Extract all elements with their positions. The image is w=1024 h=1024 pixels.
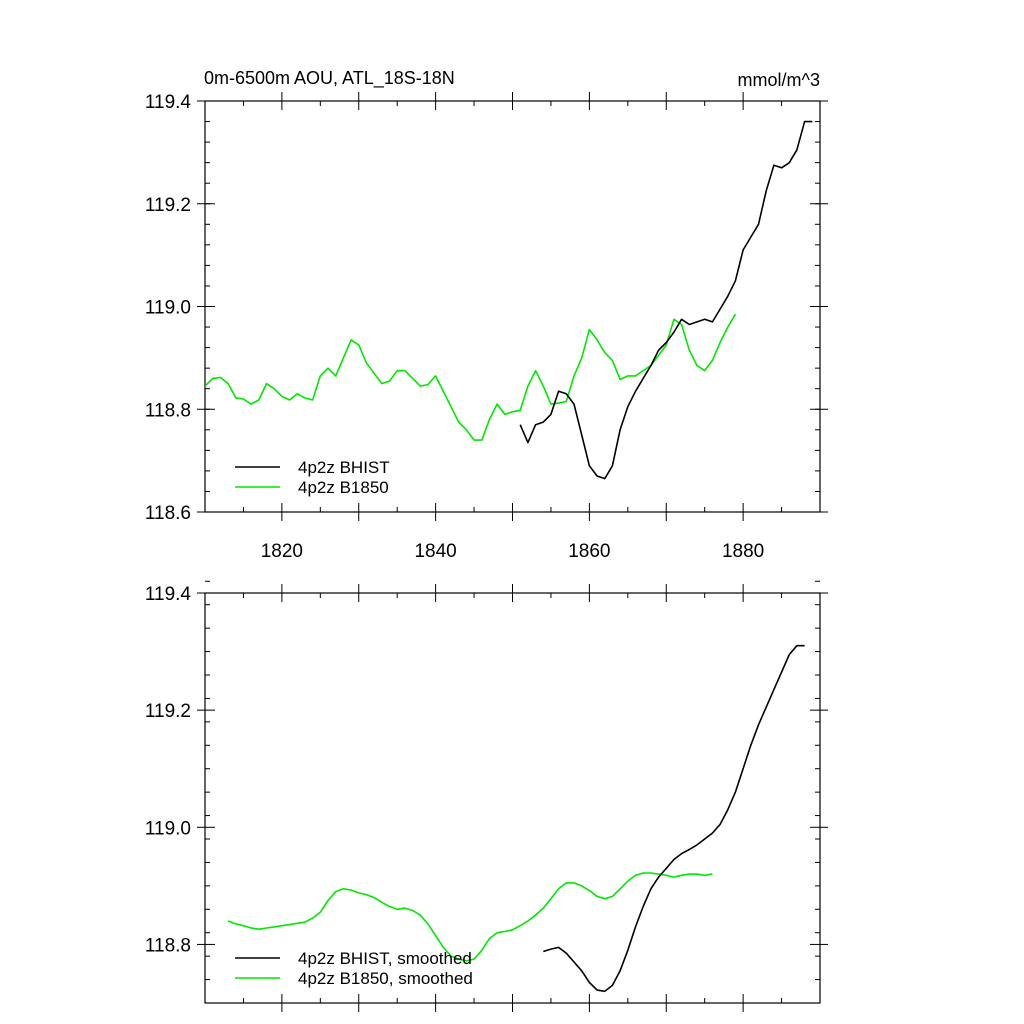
top-y-tick-label: 118.6 [145, 503, 191, 524]
units-label: mmol/m^3 [738, 70, 820, 90]
bottom-panel: 118.8 119.0 119.2 119.4 4p2z BHIST, smoothed… [145, 580, 828, 1012]
bottom-series-line-4p2z-bhist-smoothed [543, 644, 805, 993]
bottom-y-tick-label: 118.8 [145, 935, 191, 956]
top-series-line-4p2z-b1850 [205, 313, 737, 441]
bottom-legend-label: 4p2z BHIST, smoothed [298, 949, 472, 968]
top-panel: 118.6 118.8 119.0 119.2 119.4 1820 1840 1860 188… [145, 92, 828, 562]
top-y-tick-label: 119.0 [145, 298, 191, 319]
top-x-tick-label: 1880 [722, 541, 764, 562]
bottom-y-tick-label: 119.4 [145, 584, 192, 605]
bottom-y-tick-label: 119.2 [145, 701, 191, 722]
top-y-tick-label: 118.8 [145, 400, 191, 421]
bottom-y-tick-label: 119.0 [145, 818, 191, 839]
top-x-tick-label: 1820 [261, 541, 303, 562]
top-legend-label: 4p2z BHIST [298, 458, 390, 477]
chart-title: 0m-6500m AOU, ATL_18S-18N [204, 68, 455, 89]
top-y-tick-label: 119.2 [145, 195, 191, 216]
top-legend-label: 4p2z B1850 [298, 478, 389, 497]
bottom-series-line-4p2z-b1850-smoothed [227, 872, 713, 962]
bottom-plot-frame [204, 592, 821, 1004]
top-x-tick-label: 1840 [414, 541, 456, 562]
bottom-legend-label: 4p2z B1850, smoothed [298, 969, 473, 988]
top-series-line-4p2z-bhist [519, 120, 813, 480]
top-x-tick-label: 1860 [568, 541, 610, 562]
top-plot-frame [204, 100, 821, 513]
top-y-tick-label: 119.4 [145, 92, 192, 113]
